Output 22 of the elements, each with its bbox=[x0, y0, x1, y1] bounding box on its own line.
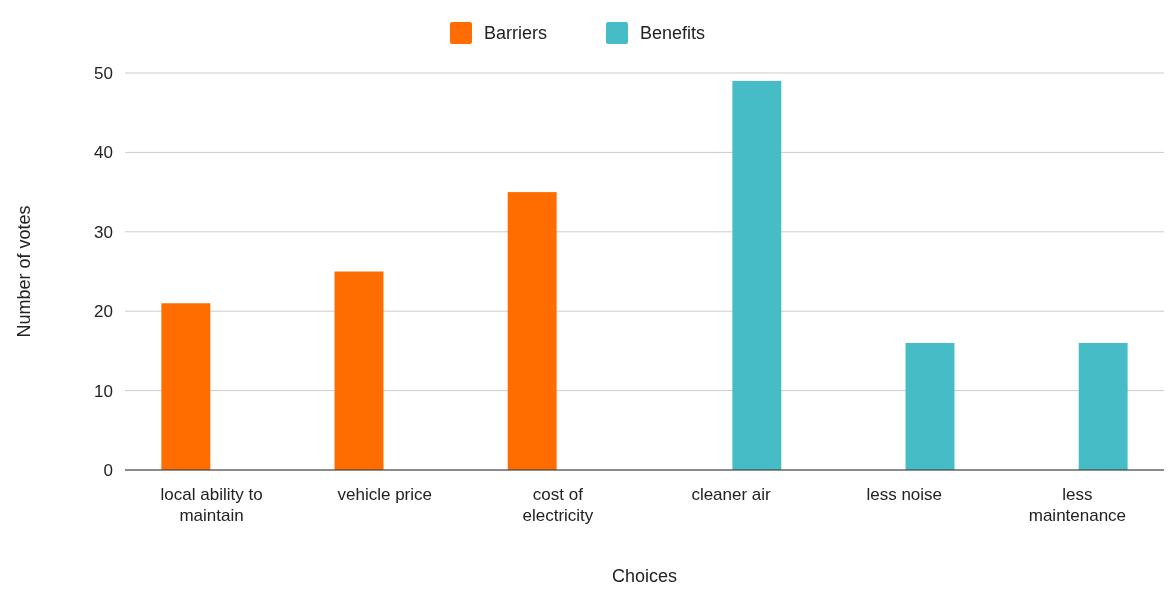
x-tick-label: less maintenance bbox=[1028, 485, 1127, 525]
y-tick-label: 0 bbox=[103, 460, 113, 480]
bar bbox=[905, 342, 955, 470]
bar bbox=[1078, 342, 1128, 470]
y-tick-label: 50 bbox=[94, 63, 113, 83]
bar bbox=[507, 192, 557, 470]
bar bbox=[732, 80, 782, 470]
x-tick-label: cost of electricity bbox=[522, 485, 594, 525]
y-tick-label: 20 bbox=[94, 302, 113, 322]
x-tick-label: vehicle price bbox=[337, 485, 432, 504]
y-tick-label: 10 bbox=[94, 381, 113, 401]
y-tick-label: 30 bbox=[94, 222, 113, 242]
x-tick-label: less noise bbox=[866, 485, 943, 504]
legend-label: Barriers bbox=[484, 23, 548, 43]
x-tick-label: cleaner air bbox=[691, 485, 772, 504]
legend-label: Benefits bbox=[640, 23, 706, 43]
x-tick-label: local ability to maintain bbox=[160, 485, 263, 525]
bar bbox=[334, 271, 384, 470]
y-tick-label: 40 bbox=[94, 143, 113, 163]
x-axis-title: Choices bbox=[611, 566, 678, 586]
y-axis-title: Number of votes bbox=[14, 205, 34, 338]
bar bbox=[161, 303, 211, 470]
